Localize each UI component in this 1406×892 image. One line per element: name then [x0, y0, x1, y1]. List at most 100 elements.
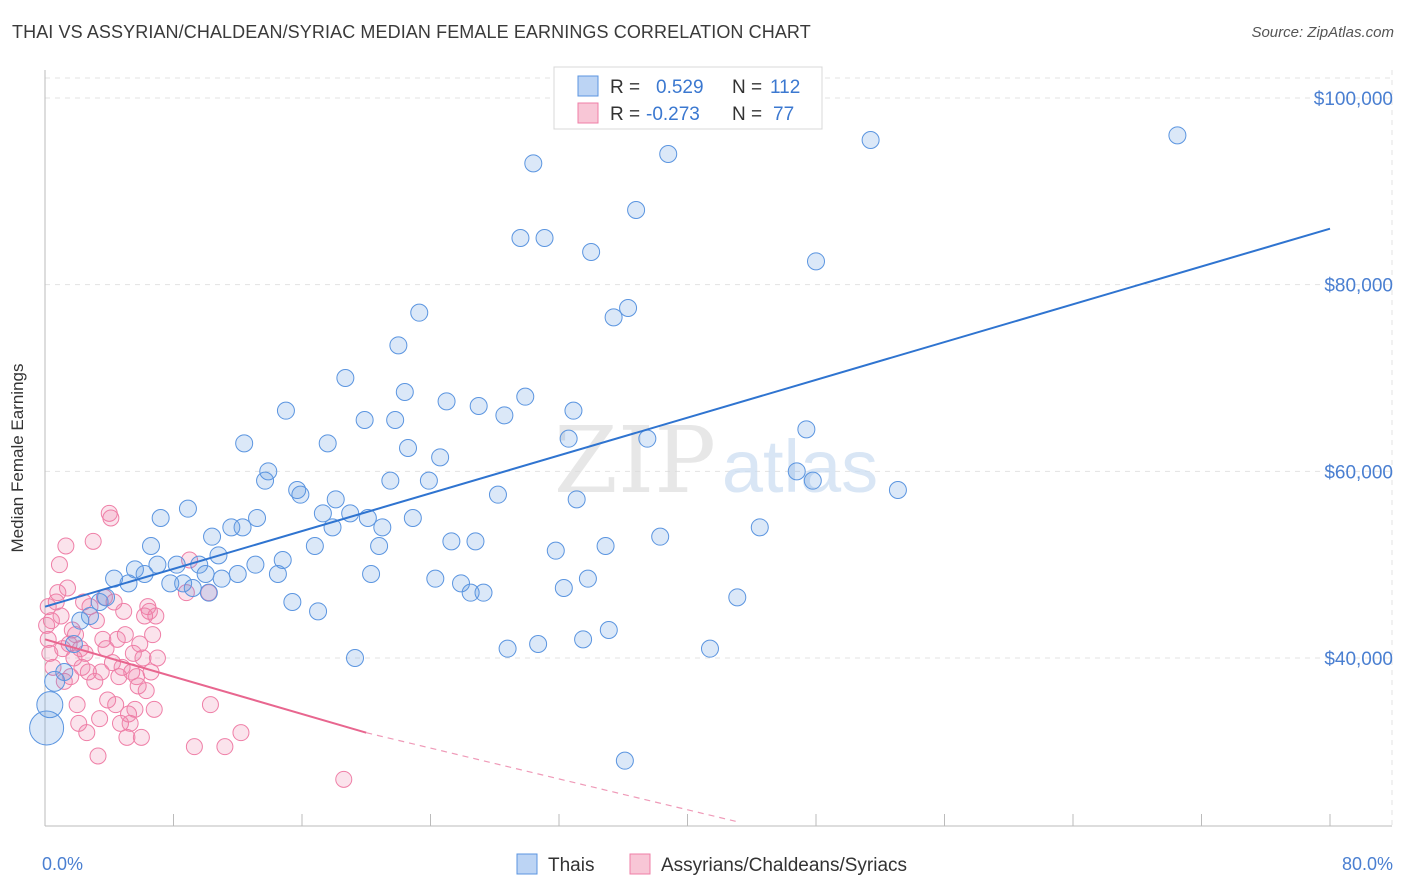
- thai-point: [426, 569, 445, 588]
- thai-point: [259, 462, 278, 481]
- assyrian-point: [42, 612, 60, 630]
- assyrian-point: [132, 728, 150, 746]
- axes: [44, 70, 1392, 827]
- assyrian-point: [81, 598, 99, 616]
- thai-point: [651, 527, 670, 546]
- legend-n-value-1: 112: [770, 77, 800, 98]
- thai-points: [29, 126, 1187, 770]
- legend-r-label-2: R =: [610, 104, 640, 125]
- thai-point: [71, 611, 90, 630]
- thai-point: [142, 537, 161, 555]
- thai-point: [535, 229, 554, 247]
- thai-point: [291, 485, 310, 504]
- assyrian-trend-extension: [366, 732, 736, 822]
- thai-point: [861, 131, 880, 149]
- thai-point: [362, 565, 381, 583]
- legend-n-value-2: 77: [773, 104, 794, 125]
- thai-point: [567, 490, 586, 509]
- assyrian-point: [116, 626, 134, 644]
- thai-point: [574, 630, 593, 649]
- thai-point: [1168, 126, 1187, 145]
- assyrian-point: [134, 649, 152, 667]
- thai-point: [326, 490, 345, 509]
- thai-point: [90, 593, 109, 611]
- thai-point: [256, 471, 275, 490]
- x-tick-labels: 0.0% 80.0%: [42, 854, 1393, 874]
- assyrian-point: [92, 663, 110, 681]
- x-tick-label: 0.0%: [42, 854, 83, 874]
- thai-point: [488, 485, 507, 504]
- assyrian-point: [57, 537, 75, 555]
- thai-point: [461, 583, 480, 602]
- assyrian-point: [50, 556, 68, 574]
- assyrian-point: [99, 691, 117, 709]
- assyrian-point: [102, 509, 120, 527]
- assyrian-point: [79, 663, 97, 681]
- thai-point: [604, 308, 623, 327]
- thai-point: [431, 448, 450, 467]
- y-tick-label: $60,000: [1324, 462, 1393, 483]
- thai-point: [442, 532, 461, 551]
- thai-point: [273, 551, 292, 569]
- y-tick-label: $40,000: [1324, 649, 1393, 670]
- thai-point: [373, 518, 392, 537]
- thai-point: [395, 383, 414, 401]
- assyrian-point: [108, 630, 126, 648]
- assyrian-point: [68, 696, 86, 714]
- assyrian-point: [129, 677, 147, 695]
- assyrian-point: [115, 602, 133, 620]
- thai-point: [178, 499, 197, 518]
- chart-title: THAI VS ASSYRIAN/CHALDEAN/SYRIAC MEDIAN …: [12, 22, 811, 42]
- thai-point: [437, 392, 456, 411]
- assyrian-point: [131, 635, 149, 653]
- thai-point: [787, 462, 806, 481]
- thai-point: [546, 541, 565, 560]
- watermark-atlas: atlas: [722, 425, 878, 508]
- thai-point: [750, 518, 769, 537]
- thai-point: [125, 560, 144, 579]
- y-tick-label: $100,000: [1314, 89, 1393, 110]
- legend-r-label-1: R =: [610, 77, 640, 98]
- thai-point: [148, 555, 167, 574]
- watermark-zip: ZIP: [554, 407, 716, 514]
- thai-point: [403, 509, 422, 527]
- thai-point: [235, 434, 254, 453]
- thai-point: [318, 434, 337, 453]
- thai-point: [370, 537, 389, 555]
- thai-point: [183, 579, 202, 597]
- thai-point: [29, 710, 65, 746]
- legend-r-value-1: 0.529: [656, 77, 704, 98]
- bottom-legend-swatch-assyrians: [629, 853, 651, 875]
- thai-point: [466, 532, 485, 551]
- assyrian-point: [118, 728, 136, 746]
- thai-point: [203, 527, 222, 546]
- thai-point: [474, 583, 493, 602]
- thai-point: [797, 420, 816, 439]
- bottom-legend-label-assyrians: Assyrians/Chaldeans/Syriacs: [661, 855, 907, 876]
- thai-point: [199, 583, 218, 602]
- assyrian-points: [38, 504, 353, 788]
- assyrian-point: [144, 626, 162, 644]
- thai-point: [627, 201, 646, 219]
- thai-point: [399, 439, 418, 457]
- thai-point: [44, 670, 66, 692]
- thai-point: [233, 518, 252, 537]
- series-legend: Thais Assyrians/Chaldeans/Syriacs: [516, 853, 907, 876]
- thai-point: [659, 145, 678, 163]
- thai-point: [564, 401, 583, 420]
- thai-point: [346, 649, 365, 667]
- y-tick-labels: $40,000 $60,000 $80,000 $100,000: [1314, 89, 1393, 670]
- source-credit: Source: ZipAtlas.com: [1251, 24, 1394, 41]
- thai-point: [419, 471, 438, 490]
- thai-point: [248, 509, 267, 527]
- thai-point: [554, 579, 573, 597]
- thai-point: [313, 504, 332, 523]
- thai-point: [246, 555, 265, 574]
- assyrian-point: [126, 700, 144, 718]
- thai-point: [212, 569, 231, 588]
- thai-point: [309, 602, 328, 621]
- thai-point: [529, 635, 548, 653]
- thai-point: [410, 303, 429, 322]
- watermark: ZIP atlas: [554, 407, 878, 514]
